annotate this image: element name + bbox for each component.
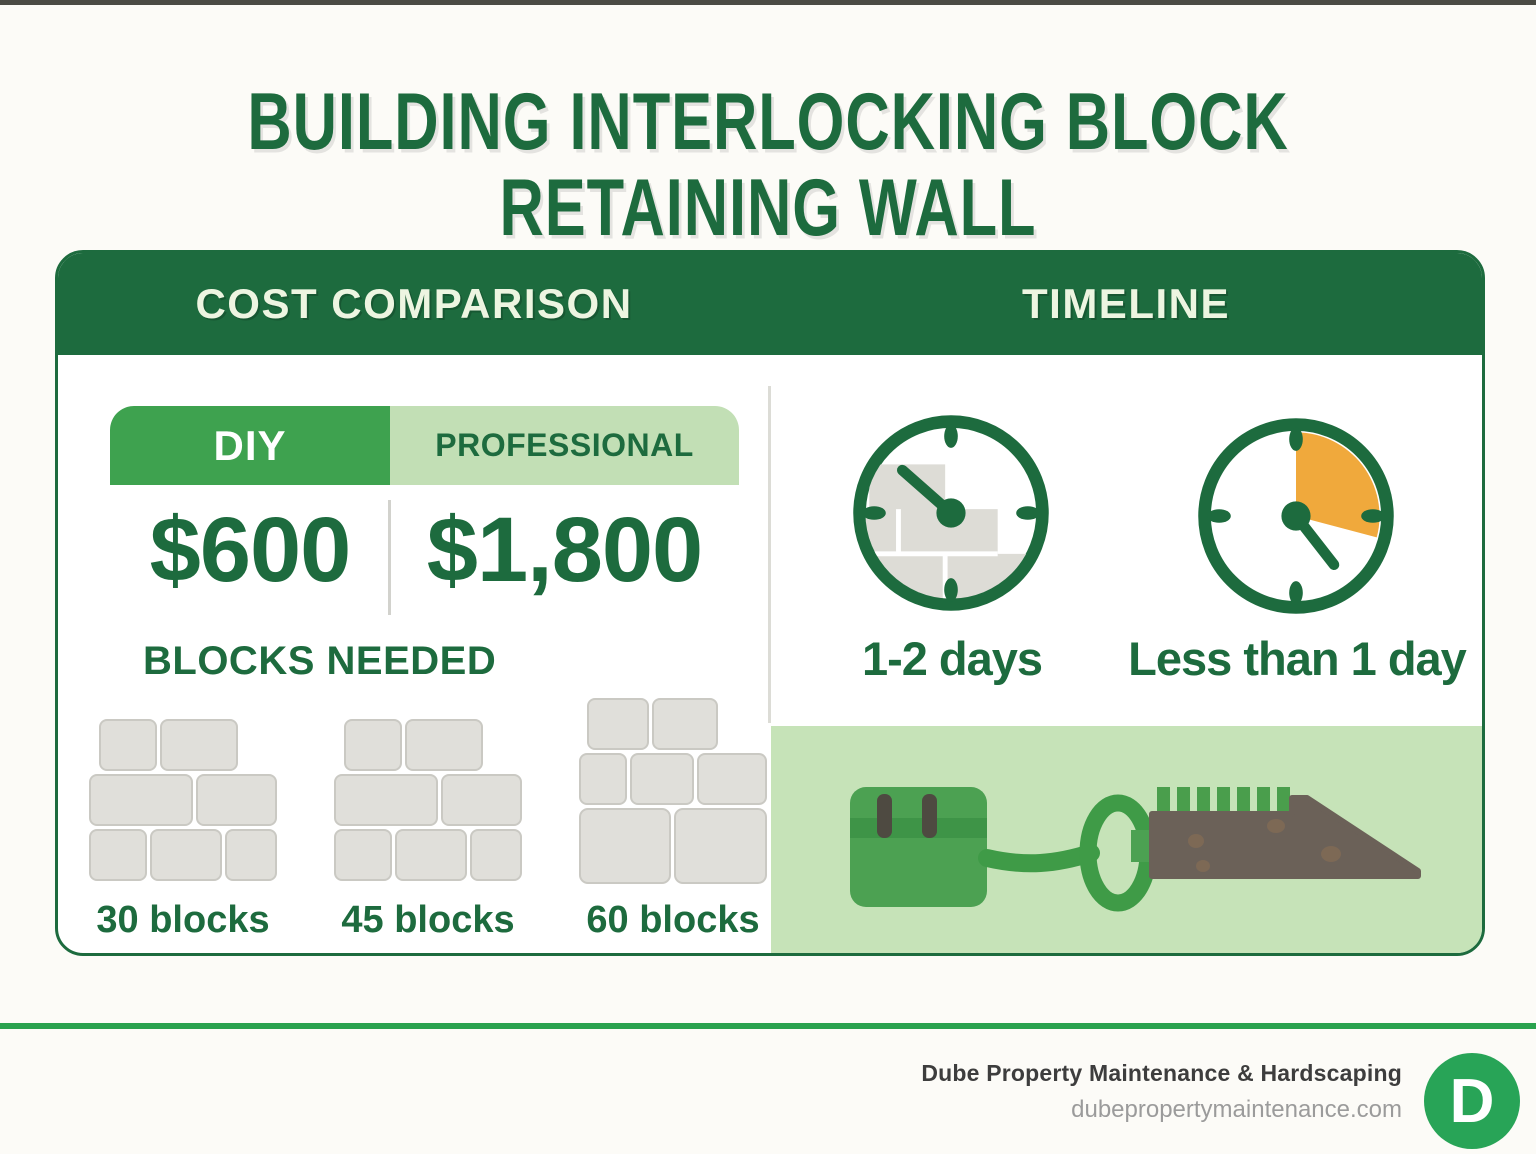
diy-price: $600 xyxy=(149,499,352,601)
professional-price: $1,800 xyxy=(426,499,703,601)
tab-professional: PROFESSIONAL xyxy=(390,406,739,485)
page-title: BUILDING INTERLOCKING BLOCK RETAINING WA… xyxy=(0,76,1536,252)
blocks-needed-heading: BLOCKS NEEDED xyxy=(143,639,497,683)
block-option-60: 60 blocks xyxy=(578,697,768,942)
brick-wall-45-icon xyxy=(334,719,522,881)
main-card: COST COMPARISON TIMELINE DIY PROFESSIONA… xyxy=(55,250,1485,956)
diy-duration: 1-2 days xyxy=(861,632,1043,685)
cost-comparison-header: COST COMPARISON xyxy=(195,280,633,327)
brick-wall-60-icon xyxy=(579,698,767,884)
section-divider xyxy=(768,386,771,723)
blocks-row: 30 blocks 45 block xyxy=(88,697,768,942)
price-divider xyxy=(388,500,391,615)
card-body: DIY PROFESSIONAL $600 $1,800 BLOCKS NEED… xyxy=(58,355,1482,953)
top-border-strip xyxy=(0,0,1536,5)
timeline-header: TIMELINE xyxy=(1022,280,1230,327)
tools-panel xyxy=(771,726,1482,953)
float-and-trowel-icon xyxy=(850,787,1421,912)
card-header: COST COMPARISON TIMELINE xyxy=(58,253,1482,355)
brick-wall-30-icon xyxy=(89,719,277,881)
block-option-label: 30 blocks xyxy=(96,899,270,941)
title-line-2: RETAINING WALL xyxy=(499,162,1037,253)
logo-letter: D xyxy=(1449,1066,1495,1136)
block-option-30: 30 blocks xyxy=(88,697,278,942)
tab-diy: DIY xyxy=(110,406,390,485)
company-logo: D xyxy=(1424,1053,1520,1149)
footer-divider-rule xyxy=(0,1023,1536,1029)
block-option-label: 45 blocks xyxy=(341,899,515,941)
block-option-45: 45 blocks xyxy=(333,697,523,942)
title-line-1: BUILDING INTERLOCKING BLOCK xyxy=(247,76,1289,167)
clock-quarter-time-icon xyxy=(1198,418,1394,614)
company-name: Dube Property Maintenance & Hardscaping xyxy=(921,1060,1402,1086)
cost-tabs: DIY PROFESSIONAL xyxy=(110,406,739,485)
footer-text-block: Dube Property Maintenance & Hardscaping … xyxy=(921,1060,1402,1124)
block-option-label: 60 blocks xyxy=(586,899,760,941)
company-website: dubepropertymaintenance.com xyxy=(1071,1096,1402,1123)
clock-brick-wall-icon xyxy=(853,415,1049,611)
professional-duration: Less than 1 day xyxy=(1128,632,1467,685)
